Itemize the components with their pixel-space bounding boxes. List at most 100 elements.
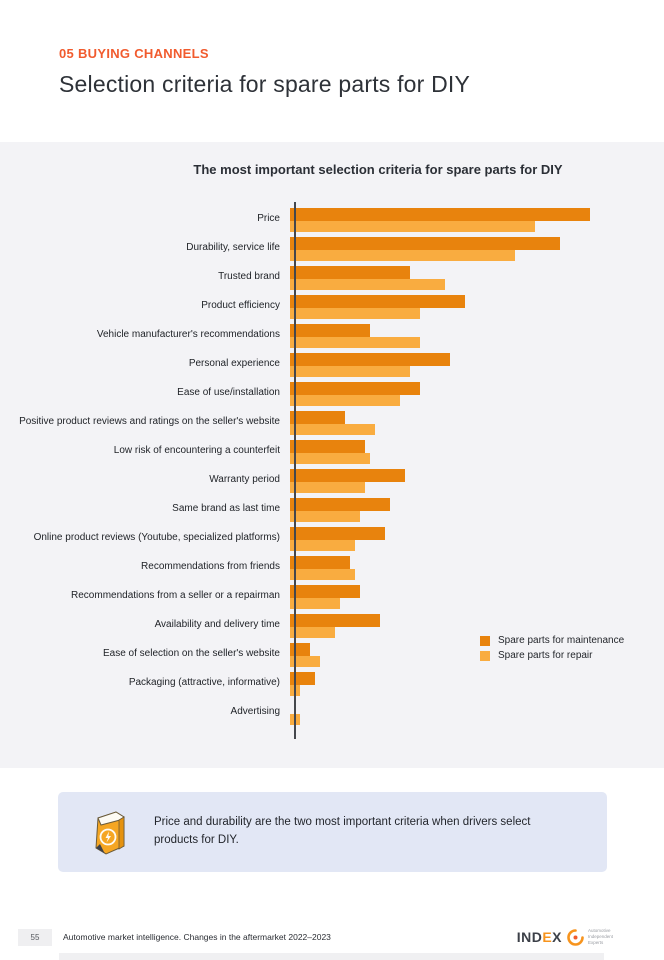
index-logo-text: INDEX (516, 929, 562, 945)
chart-row: Advertising (0, 698, 664, 727)
bar-repair (290, 539, 355, 551)
category-label: Warranty period (209, 474, 280, 486)
bar-repair (290, 365, 410, 377)
bar-group (288, 671, 315, 696)
bar-repair (290, 307, 420, 319)
bar-group (288, 410, 375, 435)
category-label: Price (257, 213, 280, 225)
bar-repair (290, 452, 370, 464)
bar-repair (290, 597, 340, 609)
chart-row: Trusted brand (0, 263, 664, 292)
legend-label: Spare parts for maintenance (498, 635, 625, 646)
bar-repair (290, 394, 400, 406)
bar-group (288, 642, 320, 667)
bar-repair (290, 510, 360, 522)
chart-row: Price (0, 205, 664, 234)
bar-maintenance (290, 236, 560, 250)
category-label: Online product reviews (Youtube, special… (33, 532, 280, 544)
bar-maintenance (290, 613, 380, 627)
bar-maintenance (290, 323, 370, 337)
bar-repair (290, 423, 375, 435)
bar-group (288, 381, 420, 406)
legend-item-maintenance: Spare parts for maintenance (480, 633, 624, 648)
page-number: 55 (18, 928, 52, 946)
bar-maintenance (290, 555, 350, 569)
bar-maintenance (290, 410, 345, 424)
maintenance-swatch-icon (480, 635, 490, 646)
chart-row: Product efficiency (0, 292, 664, 321)
page-title: Selection criteria for spare parts for D… (59, 71, 471, 97)
bar-repair (290, 626, 335, 638)
category-label: Recommendations from friends (141, 561, 280, 573)
chart-row: Vehicle manufacturer's recommendations (0, 321, 664, 350)
category-label: Durability, service life (186, 242, 280, 254)
category-label: Packaging (attractive, informative) (128, 677, 280, 689)
legend-item-repair: Spare parts for repair (480, 648, 624, 663)
bar-group (288, 526, 385, 551)
category-label: Product efficiency (201, 300, 280, 312)
legend-label: Spare parts for repair (498, 650, 593, 661)
bar-maintenance (290, 265, 410, 279)
index-logo: INDEX Automotive Independent Experts (517, 928, 622, 946)
bar-maintenance (290, 497, 390, 511)
chart-row: Personal experience (0, 350, 664, 379)
bar-maintenance (290, 207, 590, 221)
bar-maintenance (290, 671, 315, 685)
bar-repair (290, 568, 355, 580)
bar-group (288, 439, 370, 464)
category-label: Trusted brand (218, 271, 280, 283)
footer-report-title: Automotive market intelligence. Changes … (63, 932, 331, 942)
chart-row: Online product reviews (Youtube, special… (0, 524, 664, 553)
bar-group (288, 207, 590, 232)
chart-row: Low risk of encountering a counterfeit (0, 437, 664, 466)
bar-maintenance (290, 526, 385, 540)
category-label: Low risk of encountering a counterfeit (113, 445, 280, 457)
page-header: 05 BUYING CHANNELS Selection criteria fo… (0, 0, 664, 98)
chart-panel: The most important selection criteria fo… (0, 142, 664, 768)
bar-group (288, 584, 360, 609)
bar-group (288, 555, 355, 580)
bar-group (288, 323, 420, 348)
category-label: Personal experience (188, 358, 280, 370)
bar-maintenance (290, 294, 465, 308)
chart-legend: Spare parts for maintenance Spare parts … (480, 633, 624, 663)
bar-chart: Price Durability, service life Trusted bra… (0, 202, 664, 739)
bar-group (288, 613, 380, 638)
lightning-box-icon (95, 811, 125, 855)
bar-maintenance (290, 584, 360, 598)
bar-repair (290, 655, 320, 667)
bar-repair (290, 220, 535, 232)
chart-row: Durability, service life (0, 234, 664, 263)
insight-callout: Price and durability are the two most im… (58, 792, 607, 872)
bar-group (288, 294, 465, 319)
bar-repair (290, 336, 420, 348)
section-kicker: 05 BUYING CHANNELS (59, 46, 209, 61)
index-logo-mark-icon (567, 928, 584, 946)
bar-maintenance (290, 468, 405, 482)
bar-maintenance (290, 439, 365, 453)
bar-group (288, 352, 450, 377)
bar-group (288, 497, 390, 522)
chart-row: Availability and delivery time (0, 611, 664, 640)
bar-group (288, 265, 445, 290)
insight-text: Price and durability are the two most im… (154, 816, 531, 846)
bar-group (288, 236, 560, 261)
chart-row: Warranty period (0, 466, 664, 495)
category-label: Vehicle manufacturer's recommendations (96, 329, 280, 341)
category-label: Recommendations from a seller or a repai… (71, 590, 280, 602)
category-label: Positive product reviews and ratings on … (19, 416, 280, 428)
chart-row: Recommendations from a seller or a repai… (0, 582, 664, 611)
bar-group (288, 468, 405, 493)
category-label: Availability and delivery time (154, 619, 280, 631)
chart-row: Recommendations from friends (0, 553, 664, 582)
chart-row: Ease of use/installation (0, 379, 664, 408)
chart-row: Positive product reviews and ratings on … (0, 408, 664, 437)
logo-tagline: Automotive Independent Experts (588, 928, 614, 945)
chart-row: Same brand as last time (0, 495, 664, 524)
bar-maintenance (290, 352, 450, 366)
bar-repair (290, 481, 365, 493)
category-label: Ease of selection on the seller's websit… (102, 648, 280, 660)
bar-repair (290, 249, 515, 261)
category-label: Ease of use/installation (177, 387, 280, 399)
chart-title: The most important selection criteria fo… (193, 162, 563, 177)
